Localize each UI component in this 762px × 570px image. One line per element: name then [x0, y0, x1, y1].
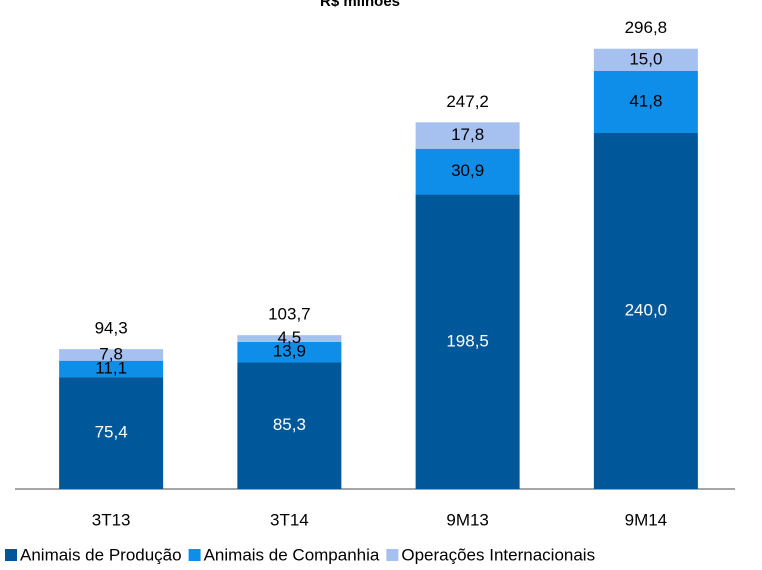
legend-label: Operações Internacionais: [401, 545, 595, 564]
bar-segment: [59, 349, 164, 361]
bar-segment: [593, 70, 698, 133]
value-label: 4,5: [278, 328, 302, 347]
total-label: 296,8: [625, 18, 668, 37]
bar-segment: [593, 48, 698, 71]
chart-title: R$ milhões: [320, 0, 400, 10]
x-tick-label: 9M13: [446, 510, 489, 529]
bar-segment: [237, 335, 342, 342]
value-label: 30,9: [451, 161, 484, 180]
value-label: 17,8: [451, 125, 484, 144]
x-tick-label: 3T13: [92, 510, 131, 529]
total-label: 247,2: [446, 92, 489, 111]
value-label: 13,9: [273, 342, 306, 361]
bar-segment: [237, 341, 342, 363]
legend-swatch: [188, 549, 201, 561]
value-label: 85,3: [273, 415, 306, 434]
value-label: 41,8: [629, 91, 662, 110]
total-label: 94,3: [95, 319, 128, 338]
value-label: 15,0: [629, 49, 662, 68]
value-label: 7,8: [99, 344, 123, 363]
bar-segment: [415, 148, 520, 195]
bar-segment: [593, 133, 698, 489]
bar-segment: [59, 377, 164, 489]
legend-label: Animais de Produção: [20, 545, 182, 564]
value-label: 198,5: [446, 331, 489, 350]
legend-swatch: [5, 549, 17, 561]
bar-segment: [415, 122, 520, 149]
total-label: 103,7: [268, 305, 311, 324]
legend-swatch: [386, 549, 399, 561]
x-tick-label: 3T14: [270, 510, 309, 529]
bar-segment: [415, 194, 520, 489]
bar-segment: [59, 360, 164, 378]
legend-label: Animais de Companhia: [204, 545, 380, 564]
value-label: 75,4: [95, 423, 128, 442]
x-tick-label: 9M14: [625, 510, 668, 529]
value-label: 240,0: [625, 300, 668, 319]
bar-segment: [237, 362, 342, 489]
value-label: 11,1: [95, 358, 127, 377]
